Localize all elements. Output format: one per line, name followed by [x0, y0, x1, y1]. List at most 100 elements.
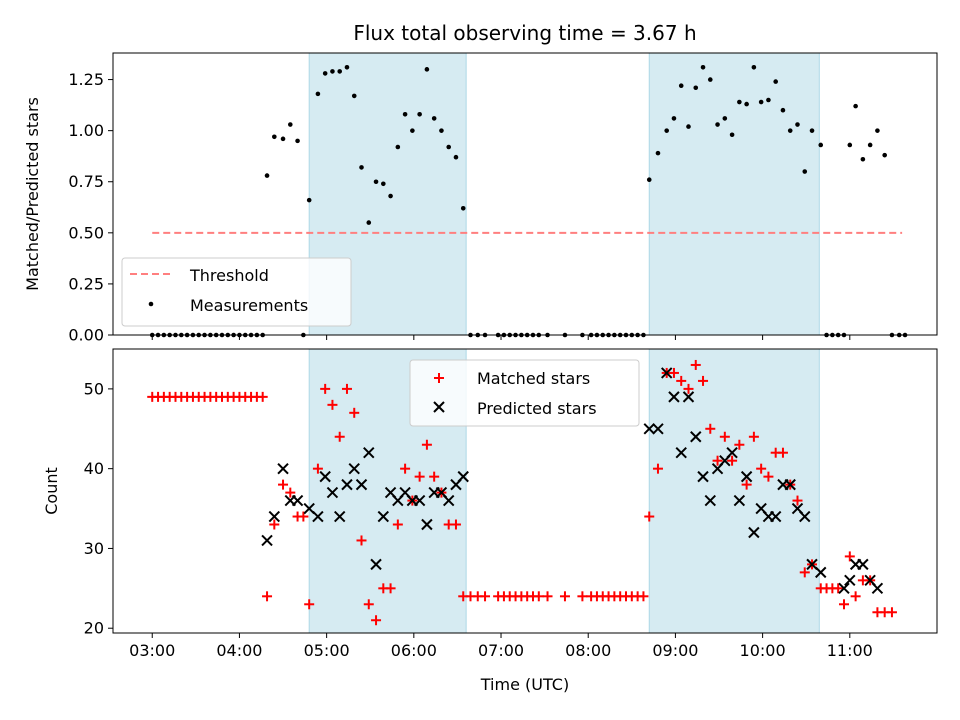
- predicted-star-marker: [755, 502, 767, 515]
- count-x-tick-label: 03:00: [129, 641, 175, 660]
- predicted-star-marker: [319, 470, 331, 483]
- measurement-point: [424, 67, 430, 72]
- count-legend-box: [409, 359, 640, 427]
- predicted-star-marker: [291, 494, 304, 507]
- measurement-point: [646, 177, 652, 182]
- ratio-y-axis-label: Matched/Predicted stars: [23, 97, 42, 291]
- predicted-star-marker: [682, 391, 695, 403]
- count-x-ticks: 03:00 04:00 05:00 06:00 07:00 08:00 09:00 10:00…: [129, 633, 873, 660]
- measurement-point: [729, 132, 735, 138]
- legend-matched-label: Matched stars: [477, 369, 590, 388]
- legend-threshold-label: Threshold: [189, 266, 269, 285]
- measurement-point: [460, 206, 466, 211]
- measurement-point: [295, 138, 300, 144]
- predicted-star-marker: [268, 510, 281, 523]
- predicted-star-marker: [261, 534, 273, 547]
- observing-span: [649, 53, 820, 335]
- measurement-point: [417, 112, 422, 117]
- predicted-star-marker: [726, 447, 738, 459]
- measurement-point: [882, 152, 887, 158]
- measurement-point: [272, 134, 277, 140]
- measurement-point: [366, 220, 372, 225]
- measurement-point: [875, 128, 880, 133]
- measurement-point: [381, 181, 386, 187]
- ratio-y-tick-label: 0.75: [68, 172, 104, 191]
- count-legend: Matched stars Predicted stars: [409, 359, 640, 427]
- predicted-star-marker: [857, 558, 869, 571]
- count-y-ticks: 20 30 40 50: [84, 379, 113, 638]
- measurement-point: [446, 144, 452, 150]
- observing-spans-top: [308, 53, 820, 335]
- predicted-star-marker: [675, 447, 687, 459]
- predicted-star-marker: [799, 510, 811, 523]
- legend-predicted-marker: [433, 401, 445, 413]
- measurement-point: [410, 128, 415, 133]
- measurement-point: [306, 197, 312, 203]
- count-y-axis-label: Count: [42, 467, 61, 515]
- measurement-point: [264, 173, 270, 178]
- legend-measurements-swatch: [148, 301, 154, 307]
- predicted-star-marker: [791, 502, 804, 515]
- predicted-stars-points: [261, 367, 884, 595]
- ratio-y-tick-label: 0.00: [68, 326, 104, 345]
- measurement-point: [773, 79, 778, 84]
- measurement-point: [280, 136, 286, 142]
- count-y-tick-label: 30: [84, 539, 104, 558]
- measurement-point: [818, 142, 824, 148]
- measurement-point: [780, 107, 786, 113]
- predicted-star-marker: [643, 423, 655, 435]
- predicted-star-marker: [838, 582, 850, 595]
- predicted-star-marker: [652, 423, 664, 435]
- measurement-point: [402, 112, 408, 117]
- count-x-tick-label: 10:00: [740, 641, 786, 660]
- predicted-star-marker: [660, 367, 673, 379]
- predicted-star-marker: [457, 470, 469, 483]
- chart-title: Flux total observing time = 3.67 h: [353, 21, 696, 45]
- predicted-star-marker: [277, 462, 289, 475]
- predicted-star-marker: [769, 510, 782, 523]
- count-x-tick-label: 05:00: [304, 641, 350, 660]
- predicted-star-marker: [806, 558, 818, 571]
- measurement-point: [322, 71, 328, 76]
- measurement-point: [686, 124, 691, 129]
- predicted-star-marker: [844, 574, 856, 587]
- measurement-point: [853, 103, 858, 109]
- predicted-star-marker: [733, 494, 746, 507]
- predicted-star-marker: [421, 518, 433, 531]
- predicted-star-marker: [370, 558, 382, 571]
- measurement-point: [802, 169, 808, 174]
- ratio-panel: 0.00 0.25 0.50 0.75 1.00 1.25 Matched/Predict…: [23, 52, 938, 345]
- measurement-point: [700, 65, 706, 70]
- measurement-point: [359, 165, 364, 170]
- predicted-star-marker: [815, 566, 827, 579]
- ratio-legend-box: [121, 257, 352, 327]
- measurement-point: [860, 156, 866, 162]
- predicted-star-marker: [363, 447, 375, 459]
- measurement-point: [431, 116, 437, 121]
- predicted-star-marker: [399, 486, 411, 499]
- measurement-point: [758, 99, 764, 105]
- predicted-star-marker: [312, 510, 324, 523]
- count-y-tick-label: 50: [84, 379, 104, 398]
- ratio-panel-frame: [112, 52, 938, 336]
- measurement-point: [655, 150, 661, 156]
- count-x-tick-label: 07:00: [478, 641, 524, 660]
- predicted-star-marker: [413, 494, 426, 507]
- measurement-point: [337, 69, 343, 74]
- ratio-y-tick-label: 0.50: [68, 223, 104, 242]
- predicted-star-marker: [334, 510, 346, 523]
- measurement-point: [867, 142, 873, 148]
- measurement-point: [664, 128, 669, 133]
- ratio-y-tick-label: 1.00: [68, 121, 104, 140]
- measurement-point: [751, 65, 757, 70]
- measurements-points: [149, 65, 908, 338]
- predicted-star-marker: [864, 574, 876, 587]
- measurement-point: [330, 69, 335, 74]
- measurement-point: [847, 142, 853, 148]
- count-x-tick-label: 06:00: [391, 641, 437, 660]
- count-x-tick-label: 08:00: [565, 641, 611, 660]
- predicted-star-marker: [740, 470, 753, 483]
- measurement-point: [722, 116, 728, 121]
- predicted-star-marker: [355, 478, 368, 491]
